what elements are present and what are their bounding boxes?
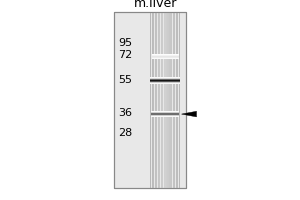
Bar bbox=[150, 12, 151, 188]
Polygon shape bbox=[182, 111, 196, 117]
Bar bbox=[174, 12, 175, 188]
Bar bbox=[162, 12, 163, 188]
Bar bbox=[152, 12, 153, 188]
Bar bbox=[167, 12, 168, 188]
Text: 36: 36 bbox=[118, 108, 132, 118]
Bar bbox=[161, 12, 162, 188]
Text: 55: 55 bbox=[118, 75, 132, 85]
Bar bbox=[152, 58, 178, 59]
Bar bbox=[178, 12, 179, 188]
Text: m.liver: m.liver bbox=[134, 0, 178, 10]
Bar bbox=[152, 55, 178, 56]
Bar bbox=[175, 12, 176, 188]
Bar bbox=[164, 12, 165, 188]
Bar bbox=[172, 12, 173, 188]
Bar bbox=[170, 12, 171, 188]
Bar bbox=[152, 57, 178, 58]
Bar bbox=[157, 12, 158, 188]
Bar bbox=[173, 12, 174, 188]
Text: 95: 95 bbox=[118, 38, 132, 48]
Bar bbox=[156, 12, 157, 188]
Bar bbox=[152, 56, 178, 57]
Bar bbox=[114, 12, 186, 188]
Bar bbox=[158, 12, 159, 188]
Bar bbox=[179, 12, 180, 188]
Bar bbox=[114, 12, 186, 188]
Bar bbox=[159, 12, 160, 188]
Bar bbox=[177, 12, 178, 188]
Bar bbox=[165, 12, 166, 188]
Text: 28: 28 bbox=[118, 128, 132, 138]
Text: 72: 72 bbox=[118, 50, 132, 60]
Bar bbox=[176, 12, 177, 188]
Bar bbox=[163, 12, 164, 188]
Bar bbox=[151, 12, 152, 188]
Bar bbox=[168, 12, 169, 188]
Bar bbox=[160, 12, 161, 188]
Bar bbox=[171, 12, 172, 188]
Bar bbox=[169, 12, 170, 188]
Bar bbox=[153, 12, 154, 188]
Bar bbox=[154, 12, 155, 188]
Bar bbox=[166, 12, 167, 188]
Bar bbox=[152, 54, 178, 55]
Bar bbox=[169, 12, 170, 188]
Bar bbox=[155, 12, 156, 188]
